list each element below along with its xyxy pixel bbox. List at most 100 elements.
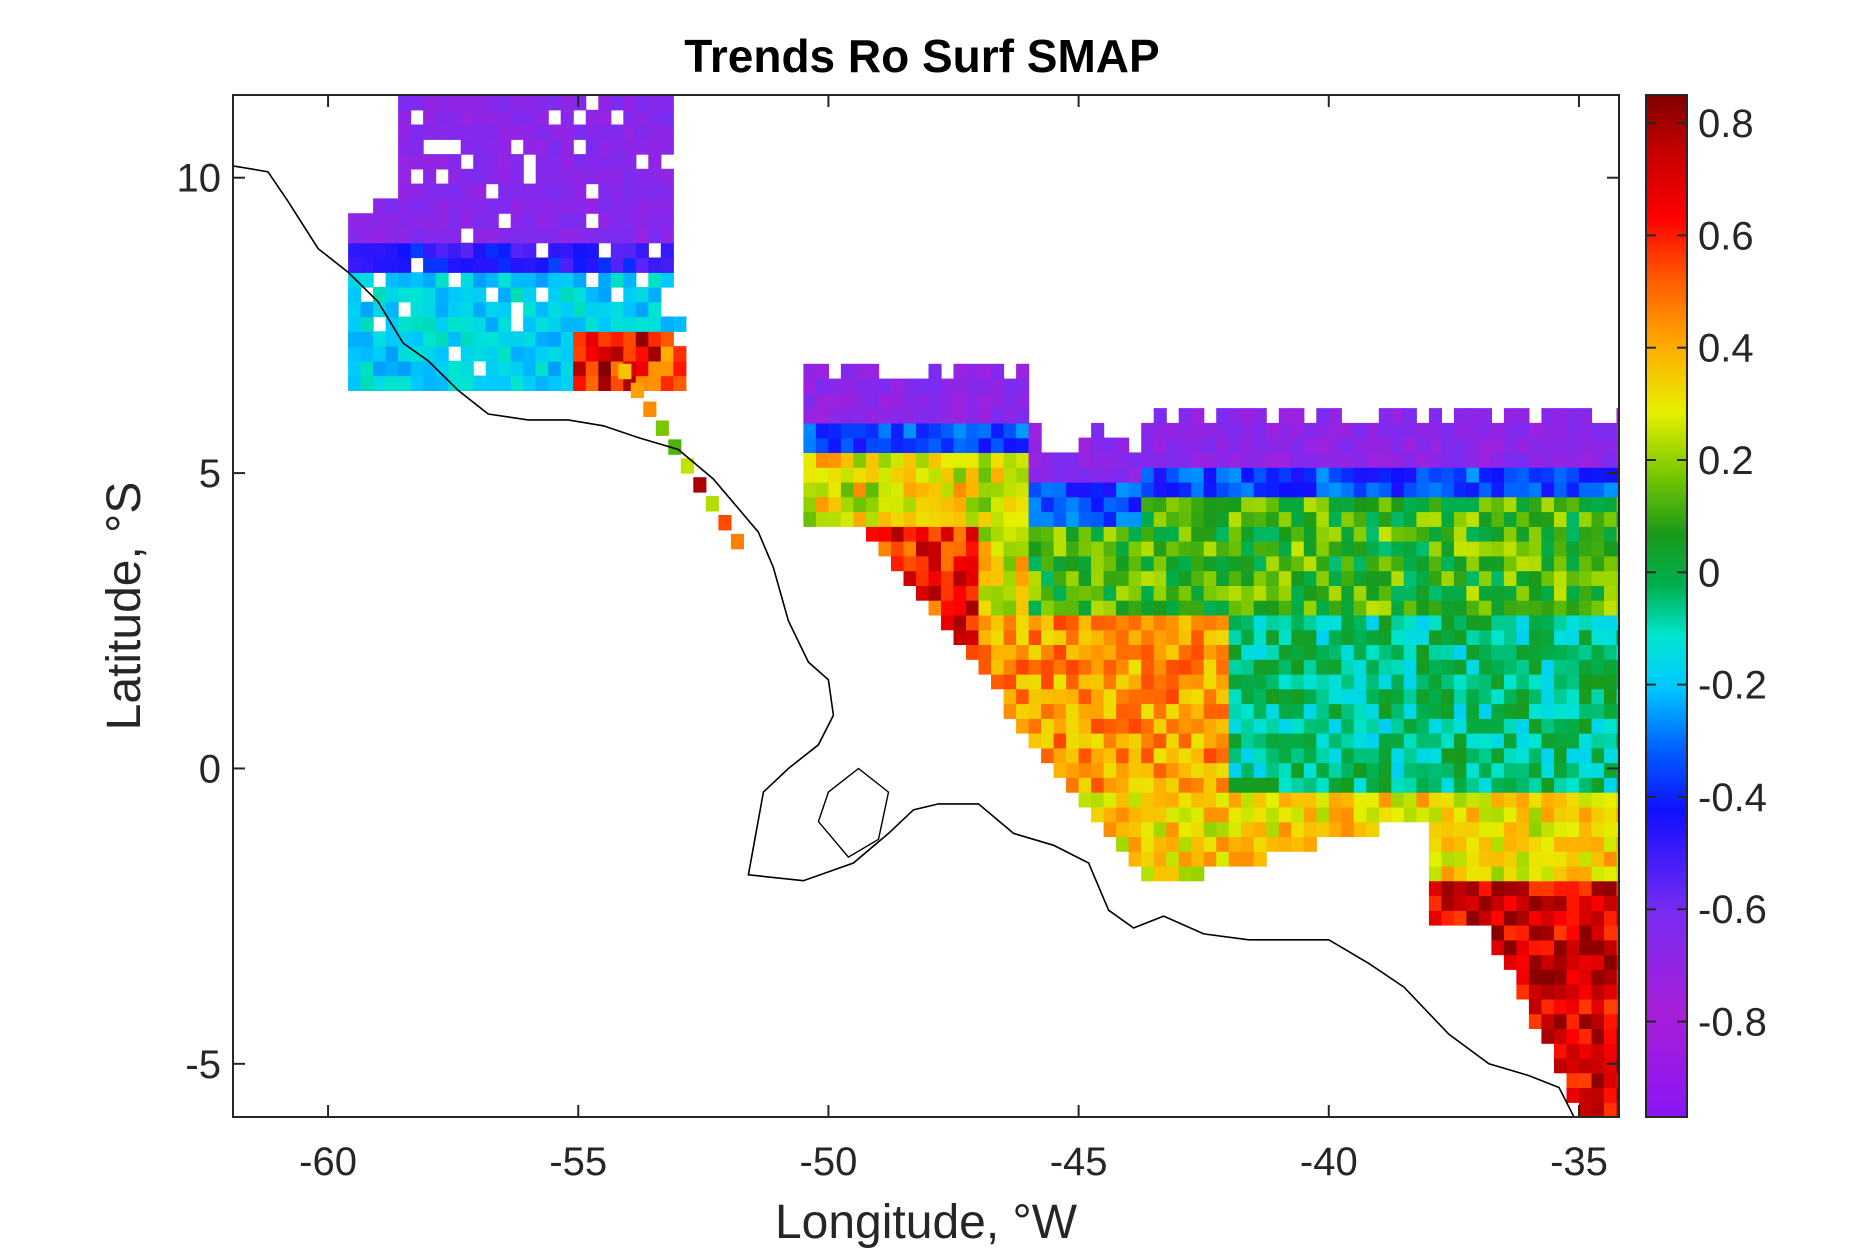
heatmap-cell bbox=[1303, 777, 1317, 793]
heatmap-cell bbox=[1478, 555, 1492, 572]
heatmap-cell bbox=[1391, 541, 1405, 557]
heatmap-cell bbox=[1441, 836, 1455, 852]
heatmap-cell bbox=[1428, 585, 1442, 601]
heatmap-cell bbox=[1554, 629, 1568, 645]
heatmap-cell bbox=[1541, 614, 1555, 631]
heatmap-cell bbox=[1378, 541, 1392, 557]
heatmap-cell bbox=[1341, 614, 1355, 631]
heatmap-cell bbox=[1166, 747, 1180, 764]
heatmap-cell bbox=[1541, 644, 1555, 660]
heatmap-cell bbox=[1591, 1043, 1605, 1059]
heatmap-cell bbox=[623, 213, 637, 229]
heatmap-cell bbox=[1441, 865, 1455, 882]
heatmap-cell bbox=[548, 154, 562, 170]
heatmap-cell bbox=[573, 375, 587, 391]
heatmap-cell bbox=[423, 95, 437, 111]
heatmap-cell bbox=[623, 301, 637, 318]
heatmap-cell bbox=[1491, 895, 1505, 911]
heatmap-cell bbox=[548, 168, 562, 185]
heatmap-cell bbox=[1116, 644, 1130, 660]
y-tick-label: 0 bbox=[199, 747, 221, 791]
heatmap-cell bbox=[1303, 614, 1317, 631]
heatmap-cell bbox=[1366, 718, 1380, 734]
heatmap-cell bbox=[1091, 467, 1105, 483]
heatmap-cell bbox=[1153, 762, 1167, 778]
heatmap-cell bbox=[1203, 511, 1217, 527]
heatmap-cell bbox=[1391, 777, 1405, 793]
heatmap-cell bbox=[373, 257, 387, 273]
heatmap-cell bbox=[448, 154, 462, 170]
heatmap-cell bbox=[1428, 437, 1442, 453]
heatmap-cell bbox=[1604, 1028, 1618, 1044]
heatmap-cell bbox=[1591, 969, 1605, 985]
heatmap-cell bbox=[473, 154, 487, 170]
heatmap-cell bbox=[660, 109, 674, 126]
heatmap-cell bbox=[635, 331, 649, 347]
heatmap-cell bbox=[1303, 718, 1317, 734]
heatmap-cell bbox=[598, 272, 612, 288]
heatmap-cell bbox=[1078, 792, 1092, 808]
heatmap-cell bbox=[1178, 688, 1192, 705]
heatmap-cell bbox=[1353, 555, 1367, 572]
heatmap-cell bbox=[1491, 659, 1505, 675]
heatmap-cell bbox=[1403, 792, 1417, 808]
heatmap-cell bbox=[485, 360, 499, 377]
heatmap-cell bbox=[1391, 570, 1405, 586]
heatmap-cell bbox=[1303, 437, 1317, 453]
heatmap-cell bbox=[1078, 570, 1092, 586]
heatmap-cell bbox=[1441, 422, 1455, 439]
heatmap-cell bbox=[991, 481, 1005, 498]
heatmap-cell bbox=[1591, 614, 1605, 631]
heatmap-cell bbox=[928, 600, 942, 616]
heatmap-cell bbox=[1378, 526, 1392, 542]
heatmap-cell bbox=[1116, 452, 1130, 468]
heatmap-cell bbox=[1003, 467, 1017, 483]
heatmap-cell bbox=[978, 481, 992, 498]
heatmap-cell bbox=[535, 109, 549, 126]
heatmap-cell bbox=[598, 109, 612, 126]
heatmap-cell bbox=[1604, 895, 1618, 911]
heatmap-cell bbox=[1028, 437, 1042, 453]
heatmap-cell bbox=[1066, 777, 1080, 793]
heatmap-cell bbox=[1203, 777, 1217, 793]
heatmap-cell bbox=[1453, 437, 1467, 453]
heatmap-cell bbox=[1554, 614, 1568, 631]
heatmap-cell bbox=[1503, 629, 1517, 645]
heatmap-cell bbox=[1216, 408, 1230, 424]
heatmap-cell bbox=[1579, 496, 1593, 513]
heatmap-cell bbox=[891, 511, 905, 527]
heatmap-cell bbox=[815, 378, 829, 394]
heatmap-cell bbox=[1591, 437, 1605, 453]
heatmap-cell bbox=[1066, 555, 1080, 572]
heatmap-cell bbox=[1178, 526, 1192, 542]
heatmap-cell bbox=[1128, 541, 1142, 557]
heatmap-cell bbox=[1366, 747, 1380, 764]
heatmap-cell bbox=[660, 198, 674, 214]
heatmap-cell bbox=[1178, 481, 1192, 498]
heatmap-cell bbox=[585, 168, 599, 185]
heatmap-cell bbox=[1579, 703, 1593, 719]
heatmap-cell bbox=[1353, 511, 1367, 527]
heatmap-cell bbox=[1403, 806, 1417, 823]
heatmap-cell bbox=[1503, 777, 1517, 793]
heatmap-cell bbox=[853, 393, 867, 409]
heatmap-cell bbox=[853, 467, 867, 483]
heatmap-cell bbox=[510, 227, 524, 244]
heatmap-cell bbox=[623, 154, 637, 170]
heatmap-cell bbox=[1541, 733, 1555, 749]
heatmap-cell bbox=[1554, 688, 1568, 705]
heatmap-cell bbox=[1478, 747, 1492, 764]
heatmap-cell bbox=[1191, 570, 1205, 586]
heatmap-cell bbox=[1416, 792, 1430, 808]
heatmap-cell bbox=[1566, 644, 1580, 660]
heatmap-cell bbox=[891, 393, 905, 409]
heatmap-cell bbox=[1554, 910, 1568, 926]
heatmap-cell bbox=[1141, 806, 1155, 823]
heatmap-cell bbox=[623, 109, 637, 126]
heatmap-cell bbox=[385, 213, 399, 229]
heatmap-cell bbox=[460, 287, 474, 303]
heatmap-cell bbox=[1116, 541, 1130, 557]
heatmap-cell bbox=[1153, 851, 1167, 867]
